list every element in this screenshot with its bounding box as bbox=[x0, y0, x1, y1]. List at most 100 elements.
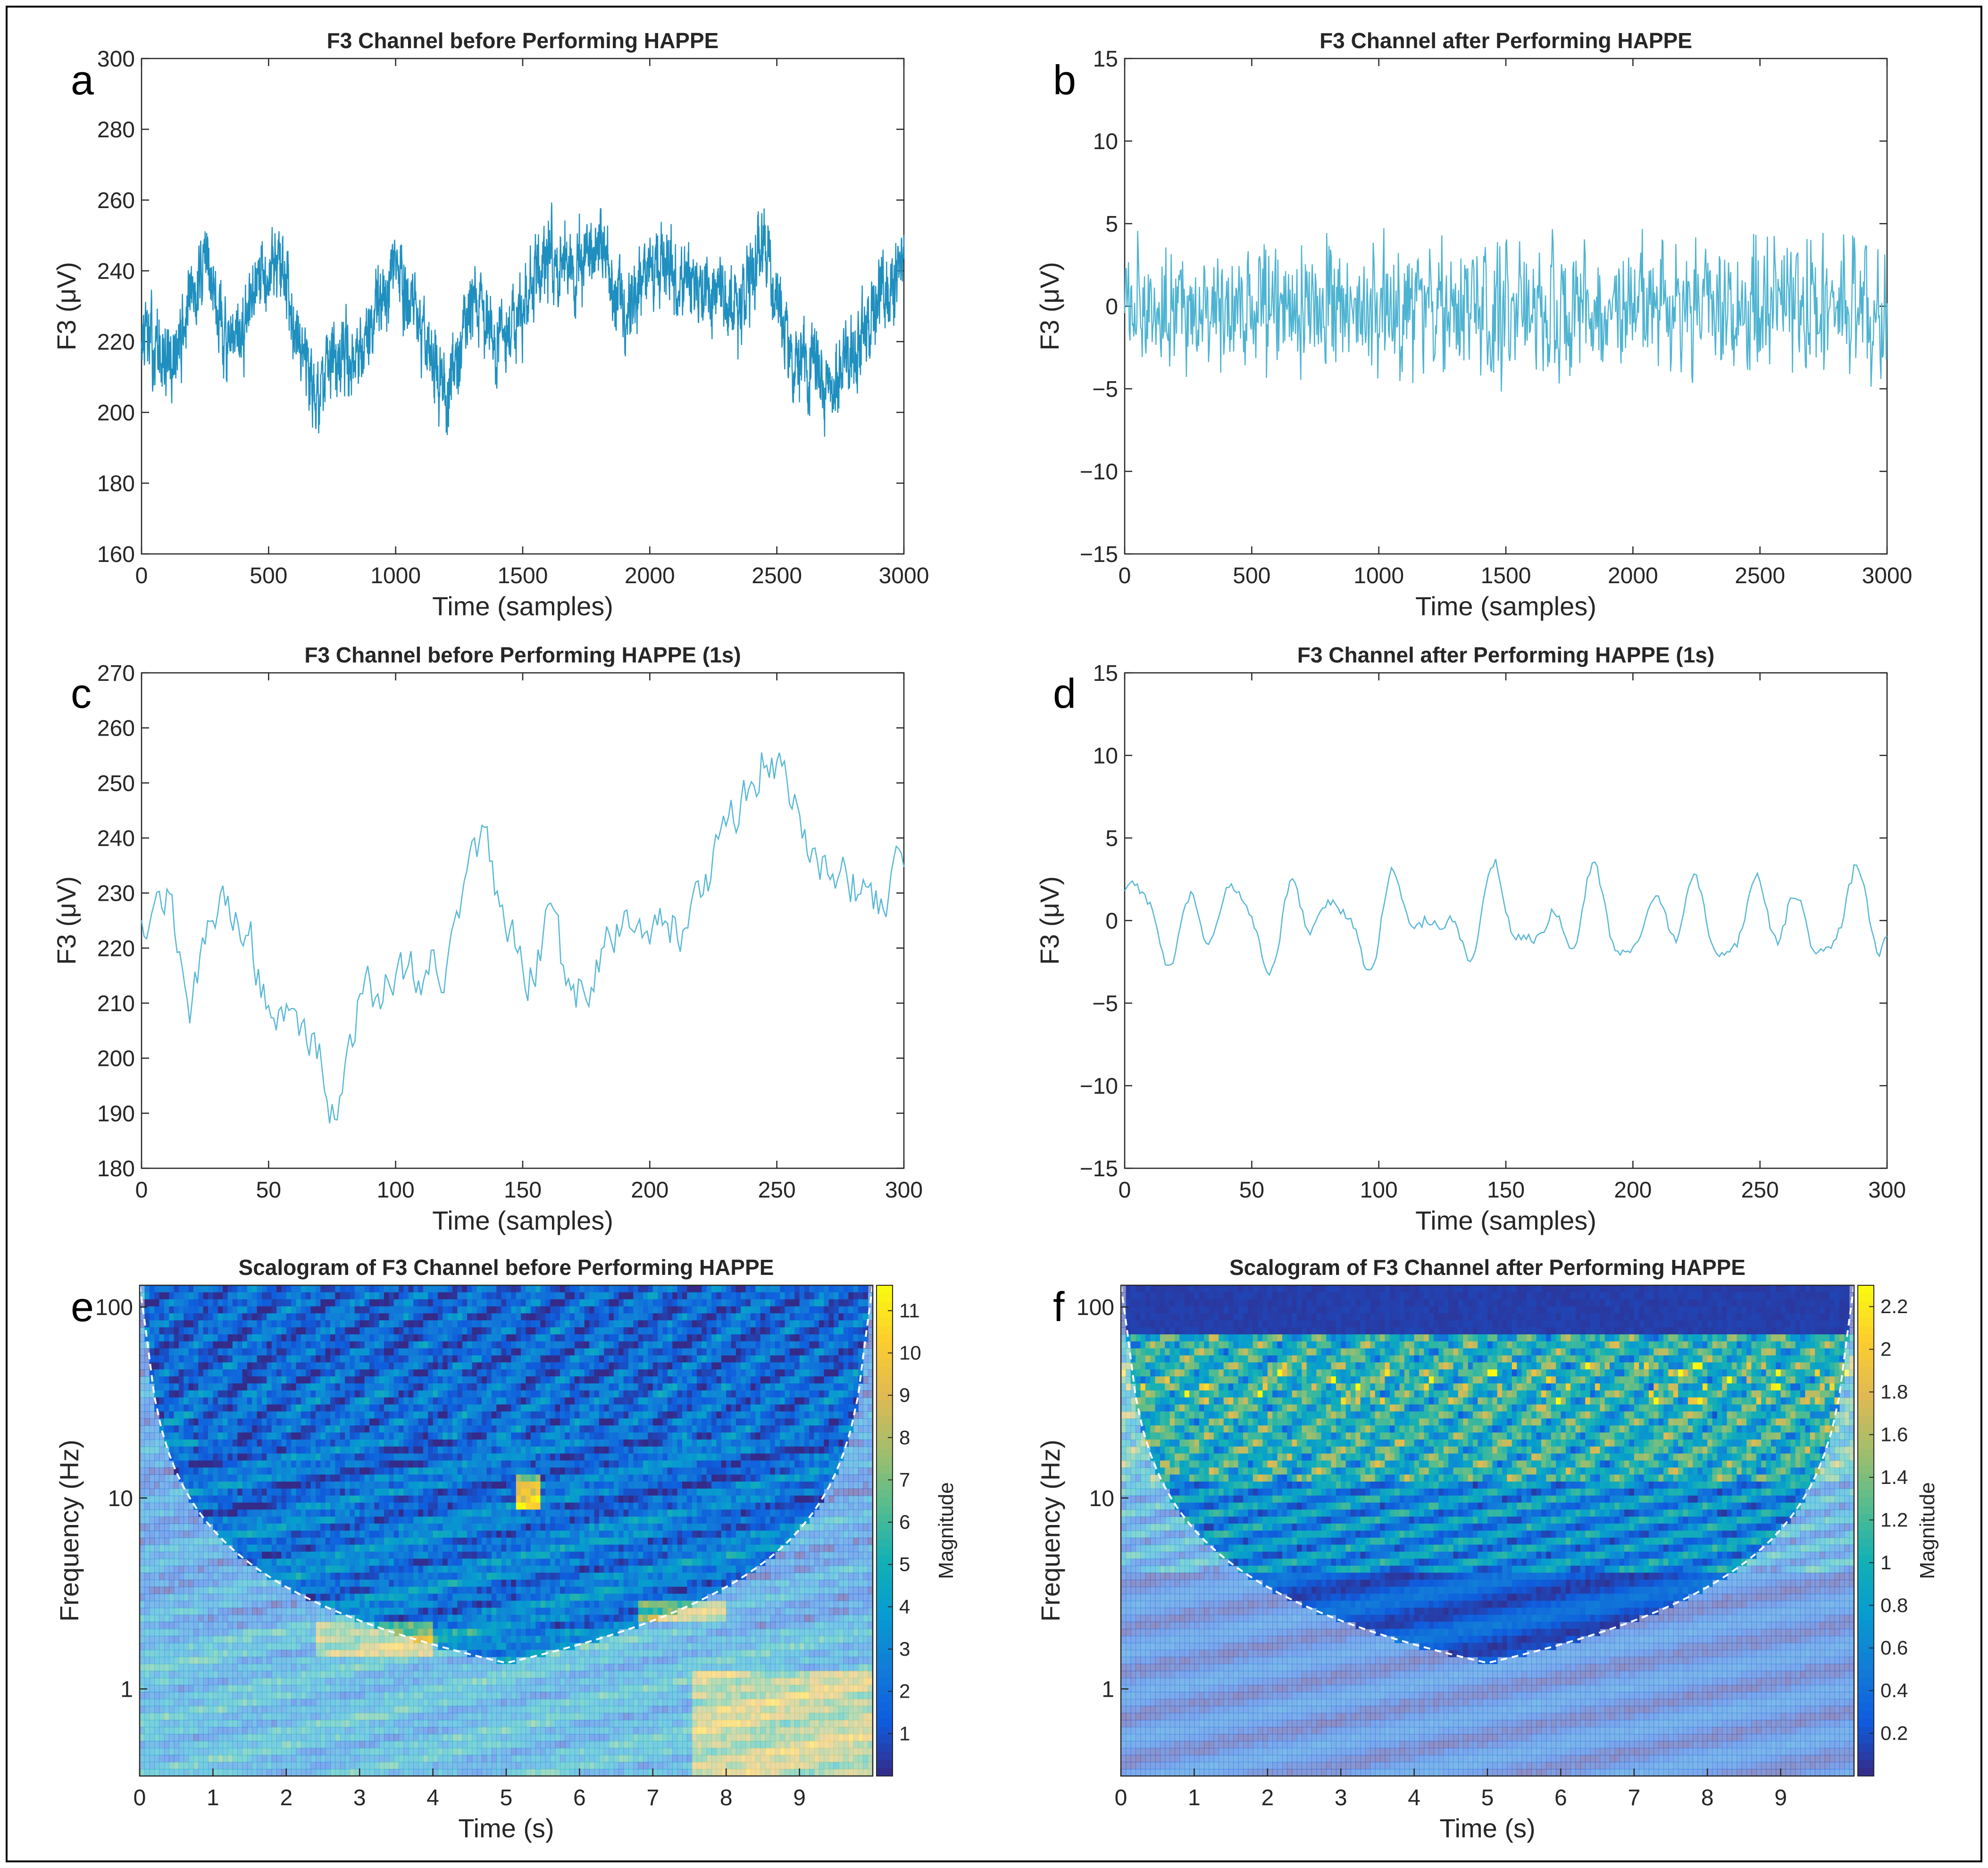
scalogram-cell bbox=[178, 1411, 184, 1419]
scalogram-cell bbox=[682, 1341, 688, 1349]
scalogram-cell bbox=[853, 1313, 859, 1321]
scalogram-cell bbox=[565, 1418, 570, 1426]
scalogram-cell bbox=[393, 1425, 399, 1433]
scalogram-cell bbox=[569, 1355, 575, 1363]
scalogram-cell bbox=[413, 1467, 419, 1475]
scalogram-cell bbox=[447, 1482, 453, 1489]
scalogram-cell bbox=[731, 1460, 736, 1468]
scalogram-cell bbox=[242, 1495, 248, 1503]
scalogram-cell bbox=[301, 1383, 307, 1391]
scalogram-cell bbox=[775, 1482, 780, 1489]
scalogram-cell bbox=[252, 1502, 258, 1510]
scalogram-cell bbox=[482, 1460, 487, 1468]
scalogram-cell bbox=[262, 1467, 267, 1475]
scalogram-cell bbox=[144, 1460, 150, 1468]
scalogram-cell bbox=[785, 1397, 790, 1405]
scalogram-cell bbox=[662, 1292, 668, 1300]
scalogram-cell bbox=[379, 1383, 384, 1391]
scalogram-cell bbox=[340, 1446, 345, 1454]
plot-area bbox=[141, 58, 905, 555]
scalogram-cell bbox=[545, 1327, 551, 1335]
scalogram-cell bbox=[530, 1334, 536, 1342]
scalogram-cell bbox=[217, 1383, 223, 1391]
scalogram-cell bbox=[174, 1495, 179, 1503]
scalogram-cell bbox=[633, 1320, 639, 1328]
scalogram-cell bbox=[848, 1292, 854, 1300]
scalogram-cell bbox=[316, 1327, 321, 1335]
scalogram-cell bbox=[863, 1313, 869, 1321]
scalogram-cell bbox=[530, 1376, 536, 1384]
scalogram-cell bbox=[462, 1292, 468, 1300]
scalogram-cell bbox=[540, 1495, 546, 1503]
scalogram-cell bbox=[403, 1299, 409, 1307]
scalogram-cell bbox=[193, 1482, 199, 1489]
scalogram-cell bbox=[467, 1313, 473, 1321]
scalogram-cell bbox=[374, 1418, 380, 1426]
scalogram-cell bbox=[780, 1411, 785, 1419]
scalogram-cell bbox=[721, 1320, 727, 1328]
scalogram-cell bbox=[369, 1334, 375, 1342]
scalogram-cell bbox=[526, 1362, 531, 1370]
scalogram-cell bbox=[721, 1334, 727, 1342]
scalogram-cell bbox=[843, 1334, 849, 1342]
scalogram-cell bbox=[359, 1397, 365, 1405]
scalogram-cell bbox=[438, 1376, 443, 1384]
x-tick-label: 1500 bbox=[1481, 563, 1531, 588]
scalogram-cell bbox=[799, 1341, 805, 1349]
scalogram-cell bbox=[731, 1418, 736, 1426]
scalogram-cell bbox=[389, 1425, 394, 1433]
scalogram-cell bbox=[164, 1285, 169, 1293]
scalogram-cell bbox=[516, 1425, 521, 1433]
scalogram-cell bbox=[545, 1474, 551, 1482]
scalogram-cell bbox=[403, 1292, 409, 1300]
scalogram-cell bbox=[257, 1460, 262, 1468]
scalogram-cell bbox=[594, 1453, 600, 1461]
scalogram-cell bbox=[418, 1327, 424, 1335]
scalogram-cell bbox=[770, 1411, 776, 1419]
scalogram-cell bbox=[184, 1390, 189, 1398]
scalogram-cell bbox=[472, 1306, 477, 1314]
scalogram-cell bbox=[423, 1362, 429, 1370]
scalogram-cell bbox=[496, 1390, 502, 1398]
scalogram-cell bbox=[853, 1292, 859, 1300]
scalogram-cell bbox=[702, 1482, 707, 1489]
scalogram-cell bbox=[408, 1376, 414, 1384]
scalogram-cell bbox=[609, 1299, 614, 1307]
scalogram-cell bbox=[604, 1418, 610, 1426]
scalogram-cell bbox=[721, 1348, 727, 1356]
scalogram-cell bbox=[340, 1327, 345, 1335]
scalogram-cell bbox=[843, 1299, 849, 1307]
scalogram-cell bbox=[482, 1341, 487, 1349]
scalogram-cell bbox=[428, 1348, 434, 1356]
scalogram-cell bbox=[799, 1306, 805, 1314]
scalogram-cell bbox=[775, 1502, 780, 1510]
scalogram-cell bbox=[687, 1383, 693, 1391]
scalogram-cell bbox=[227, 1446, 233, 1454]
scalogram-cell bbox=[770, 1327, 776, 1335]
scalogram-cell bbox=[423, 1334, 429, 1342]
scalogram-cell bbox=[858, 1390, 864, 1398]
scalogram-cell bbox=[868, 1411, 873, 1419]
scalogram-cell bbox=[227, 1299, 233, 1307]
scalogram-cell bbox=[794, 1453, 800, 1461]
scalogram-cell bbox=[535, 1299, 541, 1307]
scalogram-cell bbox=[457, 1285, 463, 1293]
scalogram-cell bbox=[834, 1425, 839, 1433]
scalogram-cell bbox=[511, 1502, 517, 1510]
x-axis-label: Time (samples) bbox=[1415, 591, 1596, 621]
scalogram-cell bbox=[745, 1482, 751, 1489]
scalogram-cell bbox=[345, 1376, 351, 1384]
scalogram-cell bbox=[804, 1446, 810, 1454]
scalogram-cell bbox=[555, 1348, 560, 1356]
scalogram-cell bbox=[555, 1495, 560, 1503]
scalogram-cell bbox=[271, 1376, 277, 1384]
scalogram-cell bbox=[652, 1362, 658, 1370]
scalogram-cell bbox=[706, 1467, 712, 1475]
scalogram-cell bbox=[340, 1495, 345, 1503]
scalogram-cell bbox=[828, 1446, 834, 1454]
scalogram-cell bbox=[198, 1334, 204, 1342]
scalogram-cell bbox=[496, 1467, 502, 1475]
scalogram-cell bbox=[203, 1369, 209, 1377]
scalogram-cell bbox=[613, 1299, 619, 1307]
scalogram-cell bbox=[687, 1432, 693, 1440]
